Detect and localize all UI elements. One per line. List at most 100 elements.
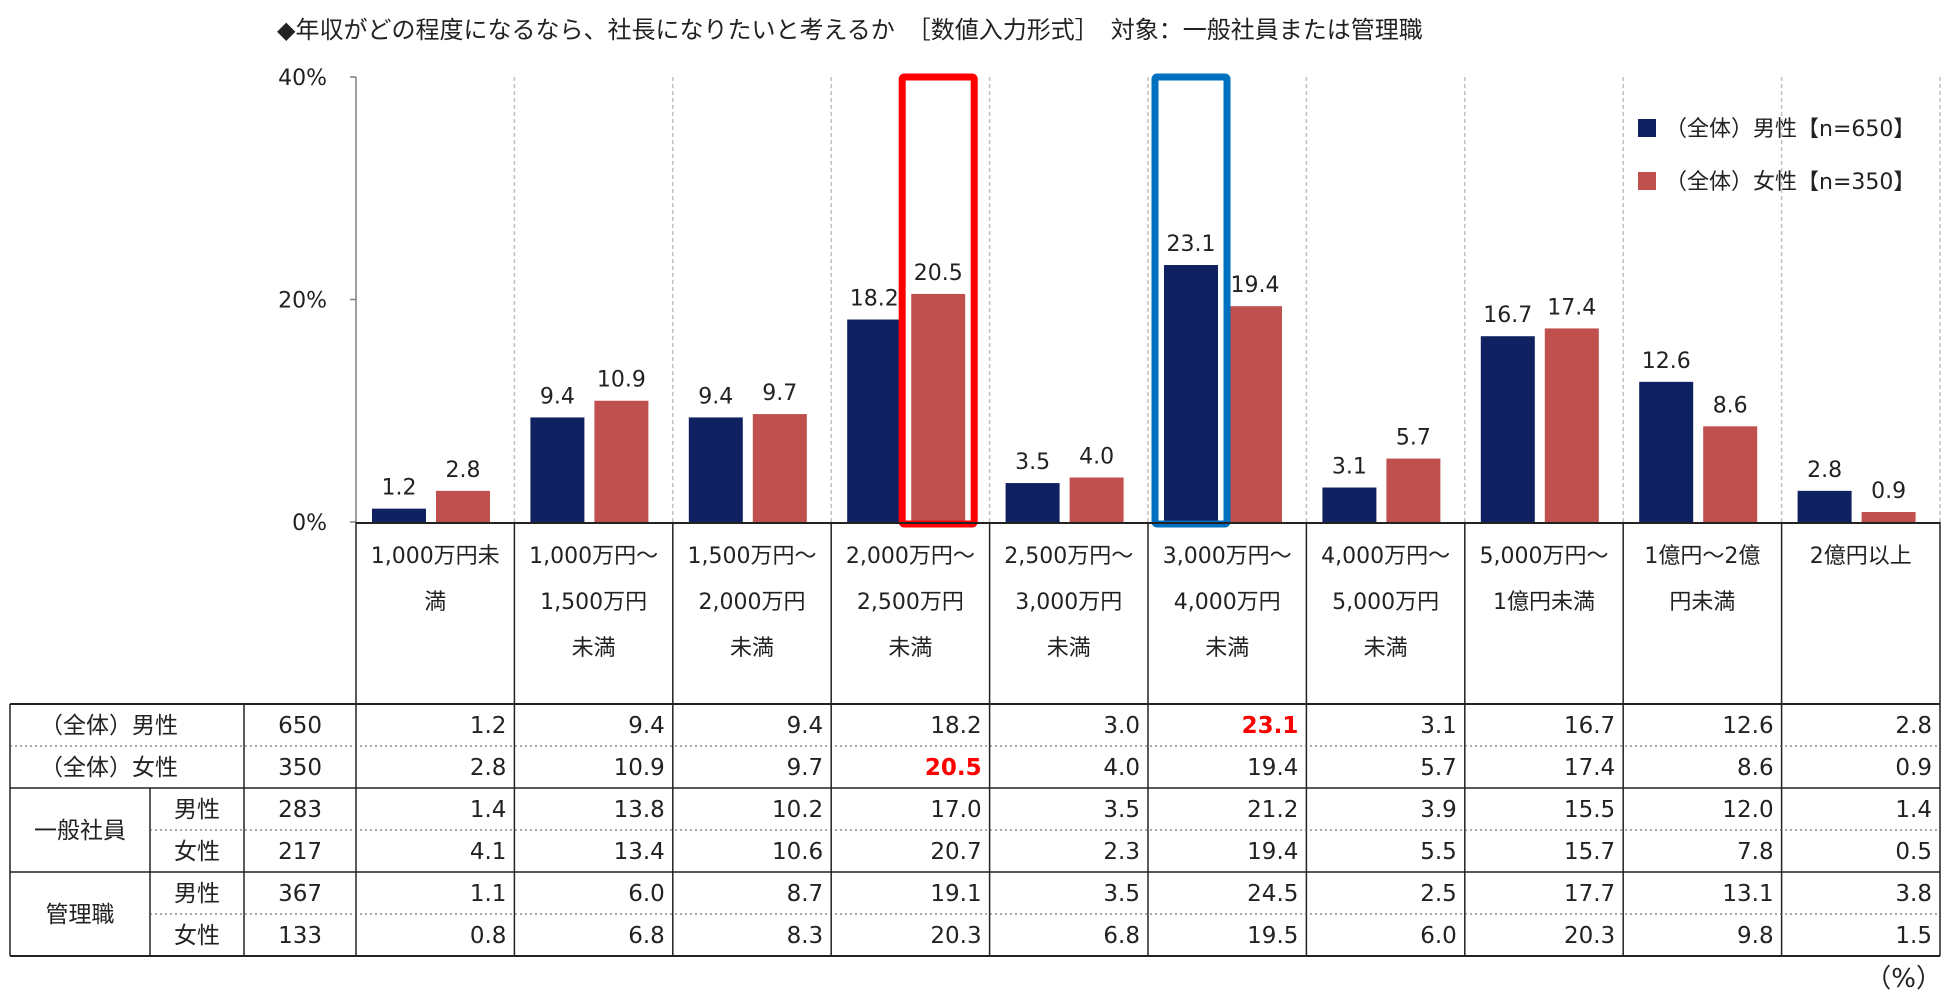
table-cell: 18.2 xyxy=(930,713,981,739)
table-cell: 4.0 xyxy=(1103,755,1140,781)
data-label: 4.0 xyxy=(1079,445,1114,470)
y-tick-label: 0% xyxy=(292,511,327,536)
row-n: 283 xyxy=(278,797,322,823)
bar-female xyxy=(752,414,807,522)
table-cell: 19.4 xyxy=(1247,839,1298,865)
group-label: 一般社員 xyxy=(34,818,126,844)
table-cell: 13.4 xyxy=(614,839,665,865)
table-cell: 2.5 xyxy=(1420,881,1457,907)
category-label: 3,000万円 xyxy=(1015,590,1122,615)
table-cell: 4.1 xyxy=(470,839,507,865)
table-cell: 3.5 xyxy=(1103,797,1140,823)
table-cell: 19.4 xyxy=(1247,755,1298,781)
group-label: 管理職 xyxy=(46,902,115,928)
row-n: 650 xyxy=(278,713,322,739)
data-label: 10.9 xyxy=(597,368,646,393)
category-label: 未満 xyxy=(1364,636,1408,661)
category-label: 3,000万円～ xyxy=(1163,544,1292,569)
legend-label: （全体）男性【n=650】 xyxy=(1665,117,1915,142)
table-cell: 12.6 xyxy=(1722,713,1773,739)
data-label: 3.1 xyxy=(1332,455,1367,480)
table-cell: 1.4 xyxy=(1895,797,1932,823)
category-label: 未満 xyxy=(1205,636,1249,661)
category-label: 2億円以上 xyxy=(1810,544,1912,569)
row-label: （全体）女性 xyxy=(40,755,178,781)
chart-title: ◆年収がどの程度になるなら、社長になりたいと考えるか ［数値入力形式］ 対象：一… xyxy=(277,16,1423,44)
table-cell: 10.6 xyxy=(772,839,823,865)
category-label: 5,000万円 xyxy=(1332,590,1439,615)
table-cell: 2.8 xyxy=(470,755,507,781)
table-cell: 9.4 xyxy=(787,713,824,739)
category-label: 満 xyxy=(424,590,446,615)
bar-female xyxy=(1861,511,1916,522)
table-cell: 23.1 xyxy=(1242,713,1299,739)
data-label: 3.5 xyxy=(1015,450,1050,475)
table-cell: 13.1 xyxy=(1722,881,1773,907)
category-label: 1,500万円～ xyxy=(688,544,817,569)
table-cell: 1.2 xyxy=(470,713,507,739)
y-tick-label: 40% xyxy=(278,66,327,91)
legend-swatch xyxy=(1638,172,1656,190)
table-cell: 6.0 xyxy=(628,881,665,907)
row-n: 350 xyxy=(278,755,322,781)
unit-note: （%） xyxy=(1865,964,1942,994)
data-label: 9.7 xyxy=(762,381,797,406)
category-label: 未満 xyxy=(1047,636,1091,661)
table-cell: 20.5 xyxy=(925,755,982,781)
table-cell: 19.5 xyxy=(1247,923,1298,949)
bar-male xyxy=(530,417,585,522)
data-label: 0.9 xyxy=(1871,479,1906,504)
category-label: 未満 xyxy=(730,636,774,661)
table-cell: 6.0 xyxy=(1420,923,1457,949)
table-cell: 17.0 xyxy=(930,797,981,823)
data-label: 23.1 xyxy=(1167,232,1216,257)
row-n: 133 xyxy=(278,923,322,949)
bar-female xyxy=(1069,477,1124,522)
data-label: 9.4 xyxy=(698,384,733,409)
data-label: 5.7 xyxy=(1396,426,1431,451)
row-n: 217 xyxy=(278,839,322,865)
legend-swatch xyxy=(1638,119,1656,137)
category-label: 1億円～2億 xyxy=(1644,544,1760,569)
bar-male xyxy=(1322,487,1377,522)
table-cell: 0.8 xyxy=(470,923,507,949)
bar-male xyxy=(1480,336,1535,522)
category-label: 1,000万円未 xyxy=(371,544,500,569)
table-cell: 1.5 xyxy=(1895,923,1932,949)
row-label: 男性 xyxy=(174,881,220,907)
category-label: 2,000万円～ xyxy=(846,544,975,569)
bar-female xyxy=(436,490,490,522)
row-label: （全体）男性 xyxy=(40,713,178,739)
row-label: 男性 xyxy=(174,797,220,823)
table-cell: 17.4 xyxy=(1564,755,1615,781)
table-cell: 15.7 xyxy=(1564,839,1615,865)
table-cell: 20.3 xyxy=(1564,923,1615,949)
bar-female xyxy=(1703,426,1758,522)
table-cell: 1.1 xyxy=(470,881,507,907)
table-cell: 13.8 xyxy=(614,797,665,823)
y-tick-label: 20% xyxy=(278,289,327,314)
table-cell: 16.7 xyxy=(1564,713,1615,739)
table-cell: 5.7 xyxy=(1420,755,1457,781)
bar-male xyxy=(847,319,902,522)
data-label: 16.7 xyxy=(1483,303,1532,328)
row-n: 367 xyxy=(278,881,322,907)
table-cell: 19.1 xyxy=(930,881,981,907)
data-label: 19.4 xyxy=(1231,273,1280,298)
category-label: 1,000万円～ xyxy=(529,544,658,569)
category-label: 5,000万円～ xyxy=(1480,544,1609,569)
table-cell: 3.1 xyxy=(1420,713,1457,739)
table-cell: 3.5 xyxy=(1103,881,1140,907)
row-label: 女性 xyxy=(174,839,220,865)
table-cell: 2.3 xyxy=(1103,839,1140,865)
data-label: 12.6 xyxy=(1642,349,1691,374)
table-cell: 1.4 xyxy=(470,797,507,823)
bar-female xyxy=(1544,328,1599,522)
row-label: 女性 xyxy=(174,923,220,949)
table-cell: 15.5 xyxy=(1564,797,1615,823)
table-cell: 9.7 xyxy=(787,755,824,781)
table-cell: 8.6 xyxy=(1737,755,1774,781)
table-cell: 5.5 xyxy=(1420,839,1457,865)
category-label: 4,000万円 xyxy=(1174,590,1281,615)
bar-female xyxy=(1386,458,1441,522)
